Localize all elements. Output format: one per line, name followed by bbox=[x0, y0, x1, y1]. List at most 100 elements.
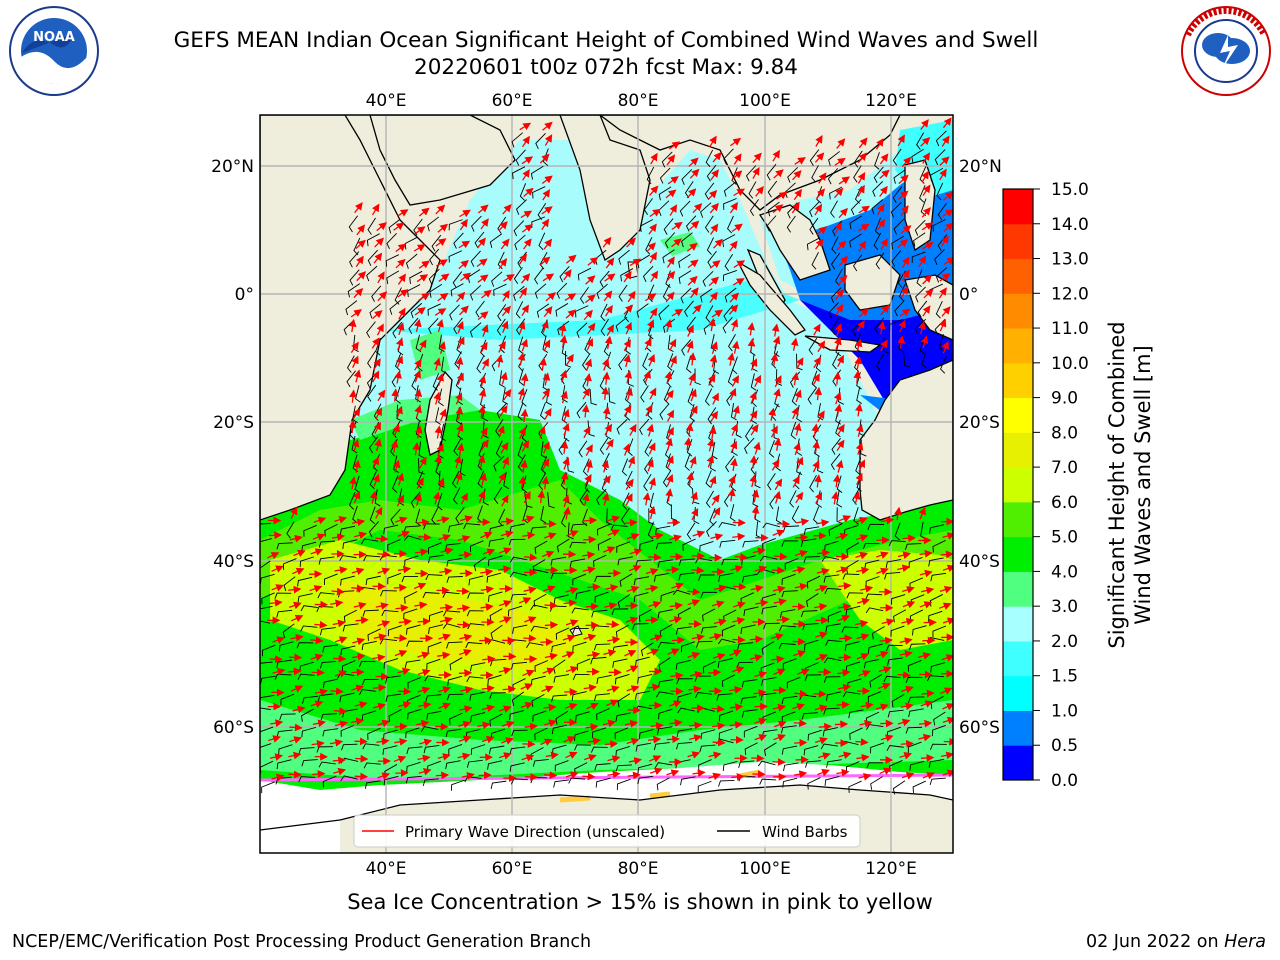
wind-barb bbox=[928, 610, 943, 622]
colorbar-tick-label: 7.0 bbox=[1051, 458, 1078, 478]
wind-barb bbox=[921, 351, 928, 369]
wave-direction-arrow bbox=[585, 275, 596, 285]
wind-barb bbox=[579, 488, 589, 506]
wave-direction-arrow bbox=[941, 340, 949, 354]
wind-barb bbox=[826, 759, 842, 768]
wind-barb bbox=[488, 591, 503, 602]
wave-direction-arrow bbox=[669, 204, 678, 216]
wave-direction-arrow bbox=[733, 153, 742, 165]
wave-direction-arrow bbox=[627, 290, 636, 303]
wind-barb bbox=[493, 455, 505, 472]
wind-barb bbox=[928, 557, 944, 567]
wave-direction-arrow bbox=[921, 170, 929, 183]
wave-direction-arrow bbox=[834, 157, 846, 166]
wave-direction-arrow bbox=[690, 287, 699, 299]
wave-direction-arrow bbox=[584, 294, 596, 304]
wind-barb bbox=[318, 556, 335, 565]
wind-barb bbox=[932, 724, 947, 737]
wind-barb bbox=[615, 746, 630, 757]
wind-barb bbox=[596, 708, 610, 721]
wind-barb bbox=[635, 742, 652, 752]
wave-direction-arrow bbox=[686, 188, 697, 199]
wind-barb bbox=[387, 538, 401, 551]
wind-barb bbox=[574, 744, 591, 751]
wind-barb bbox=[890, 594, 906, 605]
wind-barb bbox=[466, 759, 483, 768]
wave-direction-arrow bbox=[541, 175, 553, 185]
wind-barb bbox=[371, 285, 382, 302]
wind-barb bbox=[276, 609, 293, 618]
wind-barb bbox=[380, 590, 397, 597]
wave-direction-arrow bbox=[900, 205, 909, 217]
colorbar-ticks: 0.0 0.5 1.0 1.5 2.0 3.0 4.0 5.0 6.0 7.0 8.0 9.0 10.0… bbox=[1033, 180, 1089, 791]
wind-barb bbox=[911, 251, 926, 263]
wind-barb bbox=[743, 606, 759, 617]
wind-barb bbox=[684, 300, 694, 318]
wind-barb bbox=[825, 623, 841, 633]
wind-barb bbox=[933, 711, 946, 726]
wind-barb bbox=[894, 522, 901, 541]
wave-direction-arrow bbox=[688, 157, 699, 167]
wind-barb bbox=[886, 644, 903, 652]
wave-direction-arrow bbox=[564, 293, 577, 301]
wave-direction-arrow bbox=[687, 259, 699, 269]
wind-barb bbox=[324, 573, 338, 586]
wave-direction-arrow bbox=[393, 222, 405, 231]
wind-barb bbox=[534, 267, 544, 285]
wind-barb bbox=[717, 658, 733, 668]
wind-barb bbox=[301, 708, 314, 722]
wind-barb bbox=[595, 777, 611, 788]
wind-barb bbox=[873, 166, 884, 184]
wind-barb bbox=[361, 679, 379, 686]
wind-barb bbox=[811, 252, 819, 270]
wind-barb bbox=[594, 693, 611, 701]
wind-barb bbox=[696, 640, 713, 648]
wind-barb bbox=[608, 387, 616, 404]
wind-barb bbox=[806, 593, 819, 608]
wind-barb bbox=[510, 593, 527, 601]
wave-direction-arrow bbox=[834, 289, 844, 300]
map-figure: 40°E 60°E 80°E 100°E 120°E 40°E 60°E 80°… bbox=[211, 91, 1002, 879]
wind-barb bbox=[824, 776, 840, 786]
wind-barb bbox=[872, 181, 884, 197]
wave-direction-arrow bbox=[897, 239, 909, 249]
wind-barb bbox=[427, 216, 440, 232]
wind-barb bbox=[405, 775, 422, 784]
wind-barb bbox=[260, 743, 272, 748]
wind-barb bbox=[935, 130, 947, 147]
wind-barb bbox=[405, 727, 420, 739]
wind-barb bbox=[676, 728, 693, 738]
wind-barb bbox=[891, 693, 905, 708]
wind-barb bbox=[873, 232, 882, 251]
wave-direction-arrow bbox=[857, 184, 865, 197]
wind-barb bbox=[612, 658, 628, 668]
borneo bbox=[844, 254, 901, 311]
wave-direction-arrow bbox=[459, 218, 468, 231]
wind-barb bbox=[386, 270, 400, 284]
wind-barb bbox=[700, 288, 713, 303]
colorbar-tick-label: 11.0 bbox=[1051, 319, 1089, 339]
wave-direction-arrow bbox=[747, 338, 756, 352]
wind-barb bbox=[827, 168, 839, 185]
wind-barb bbox=[727, 215, 734, 234]
wind-barb bbox=[262, 644, 276, 657]
wind-barb bbox=[340, 724, 355, 737]
wind-barb bbox=[551, 724, 568, 735]
wave-direction-arrow bbox=[477, 274, 489, 283]
wave-direction-arrow bbox=[666, 256, 675, 268]
wave-direction-arrow bbox=[709, 135, 717, 148]
wave-direction-arrow bbox=[498, 221, 508, 232]
wave-direction-arrow bbox=[376, 323, 384, 336]
wind-barb bbox=[883, 675, 901, 682]
wind-barb bbox=[676, 741, 693, 750]
wind-barb bbox=[704, 215, 714, 233]
wave-direction-arrow bbox=[541, 320, 549, 333]
wave-direction-arrow bbox=[665, 189, 677, 199]
wave-direction-arrow bbox=[687, 275, 698, 286]
wind-barb bbox=[616, 418, 628, 435]
wave-direction-arrow bbox=[939, 156, 950, 166]
wind-barb bbox=[366, 321, 376, 338]
wind-barb bbox=[381, 610, 399, 617]
wind-barb bbox=[367, 217, 376, 235]
wind-barb bbox=[453, 438, 462, 456]
